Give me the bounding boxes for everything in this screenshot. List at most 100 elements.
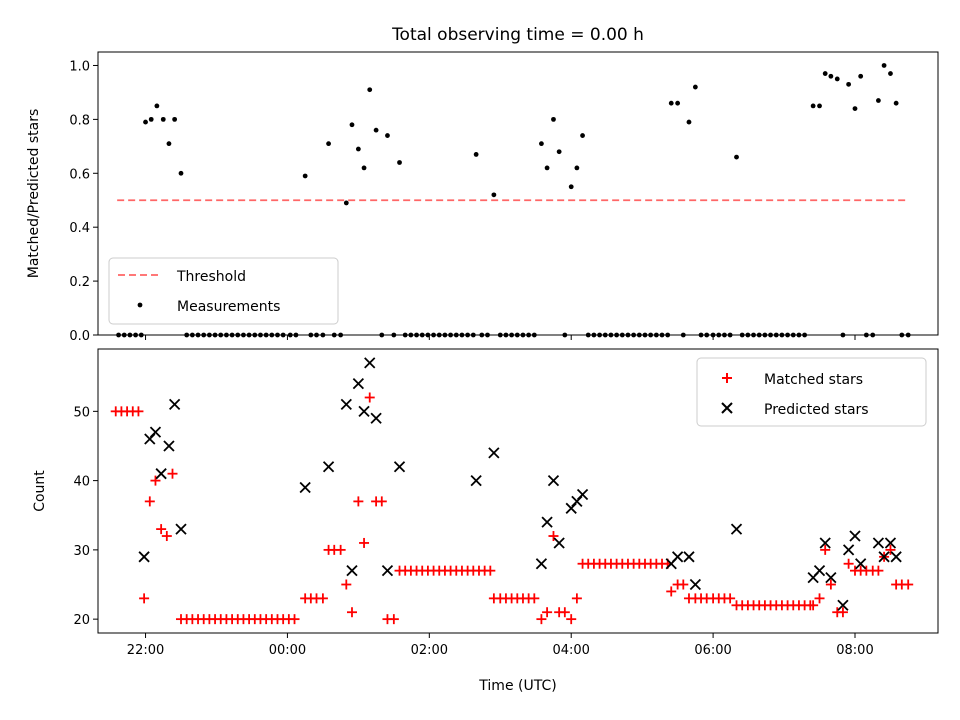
x-tick-label: 06:00 [694, 643, 731, 658]
matched-star-point [559, 607, 570, 618]
predicted-star-point [470, 474, 482, 487]
measurement-point [834, 76, 840, 82]
predicted-star-point [364, 357, 376, 369]
predicted-star-point [138, 551, 150, 563]
predicted-star-point [689, 578, 702, 591]
measurement-point [539, 141, 544, 147]
y-tick-label: 50 [73, 405, 90, 420]
measurement-point [154, 103, 160, 109]
matched-star-point [341, 579, 352, 590]
matched-star-point [388, 614, 399, 625]
y-axis-label: Matched/Predicted stars [26, 109, 42, 279]
predicted-star-point [381, 565, 394, 577]
predicted-star-point [825, 571, 837, 584]
predicted-star-point [671, 551, 684, 563]
predicted-star-point [352, 377, 365, 390]
legend-box [108, 257, 339, 325]
y-tick-label: 40 [73, 475, 90, 490]
predicted-star-point [849, 530, 861, 542]
measurement-point [852, 106, 858, 111]
x-axis-ticks: 22:00 00:00 02:00 04:00 06:00 08:00 [127, 633, 874, 658]
x-tick-label: 02:00 [411, 643, 448, 658]
predicted-star-point [683, 551, 695, 563]
matched-star-point [317, 593, 328, 604]
matched-star-point [485, 565, 496, 576]
measurement-point [473, 152, 479, 157]
y-tick-label: 1.0 [69, 59, 90, 74]
measurement-point [349, 122, 355, 128]
predicted-star-point [553, 537, 565, 549]
legend-box [696, 357, 927, 427]
plot-frame [97, 348, 939, 634]
measurement-point [858, 73, 864, 79]
measurement-point [544, 165, 550, 171]
legend-predicted-swatch [721, 402, 733, 414]
matched-star-point [156, 524, 167, 535]
predicted-star-point [547, 474, 560, 487]
measurement-point [326, 141, 331, 147]
matched-star-point [548, 531, 559, 542]
y-axis-ticks: 20 30 40 50 [73, 405, 98, 628]
measurement-point [668, 100, 674, 106]
ratio-panel: Total observing time = 0.00 h 0.00.20.40… [26, 25, 939, 344]
measurement-point [574, 165, 580, 171]
measurement-point [846, 81, 852, 87]
measurement-point [810, 103, 816, 109]
legend: Threshold Measurements [108, 257, 339, 325]
matched-star-point [825, 579, 836, 590]
matched-star-point [346, 607, 357, 618]
matched-star-point [542, 607, 553, 618]
predicted-star-point [884, 537, 897, 549]
predicted-star-point [155, 468, 167, 480]
x-tick-label: 22:00 [127, 643, 164, 658]
measurement-point [373, 127, 379, 133]
predicted-star-point [842, 544, 855, 556]
legend-matched-swatch [722, 373, 732, 383]
measurement-point [178, 170, 184, 176]
measurement-point [166, 141, 172, 147]
matched-star-point [529, 593, 540, 604]
matched-star-point [903, 579, 914, 590]
y-axis-ticks: 0.0 0.2 0.4 0.6 0.8 1.0 [69, 59, 98, 344]
predicted-star-point [813, 565, 826, 577]
predicted-star-point [149, 426, 162, 438]
measurement-point [893, 100, 899, 106]
y-tick-label: 0.0 [69, 329, 90, 344]
legend-measurements-label: Measurements [177, 299, 280, 315]
measurement-point [302, 173, 308, 179]
measurement-point [828, 73, 834, 79]
legend-threshold-label: Threshold [176, 269, 246, 285]
x-axis-ticks [145, 335, 856, 340]
measurement-point [675, 100, 681, 106]
predicted-star-point [730, 523, 743, 535]
matched-star-point [353, 496, 364, 507]
measurement-point [160, 116, 166, 122]
predicted-star-point [393, 461, 406, 473]
matched-star-point [725, 593, 736, 604]
measurement-point [580, 133, 585, 138]
predicted-star-point [168, 398, 181, 411]
matched-star-point [873, 565, 884, 576]
matched-star-point [150, 475, 161, 486]
measurement-point [367, 87, 373, 93]
y-tick-label: 0.6 [69, 167, 90, 182]
matched-star-point [376, 496, 387, 507]
matched-star-point [536, 614, 547, 625]
predicted-star-point [541, 516, 553, 528]
matched-star-point [571, 593, 582, 604]
x-tick-label: 00:00 [269, 643, 306, 658]
matched-star-point [837, 607, 848, 618]
predicted-star-point [488, 447, 500, 459]
y-tick-label: 0.2 [69, 275, 90, 290]
matched-star-point [678, 579, 689, 590]
matched-star-point [814, 593, 825, 604]
predicted-star-point [872, 537, 885, 549]
y-tick-label: 20 [73, 613, 90, 628]
matched-star-point [359, 537, 370, 548]
measurement-point [143, 119, 148, 125]
matched-star-point [144, 496, 155, 507]
predicted-star-point [535, 558, 548, 570]
predicted-star-point [890, 551, 902, 563]
predicted-star-point [163, 440, 175, 452]
measurement-point [734, 154, 739, 160]
